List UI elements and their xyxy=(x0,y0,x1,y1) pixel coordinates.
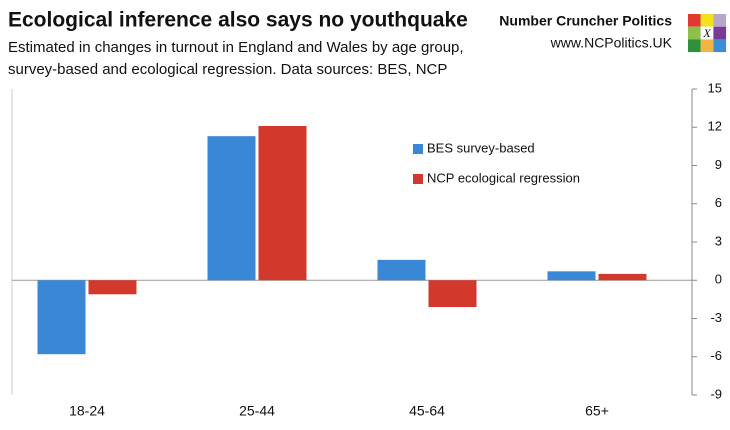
bar xyxy=(88,280,137,295)
x-tick-label: 25-44 xyxy=(239,403,275,419)
legend-label: NCP ecological regression xyxy=(427,170,580,185)
x-tick-label: 45-64 xyxy=(409,403,445,419)
legend-swatch xyxy=(413,174,423,184)
logo: X xyxy=(688,14,727,53)
legend-label: BES survey-based xyxy=(427,140,535,155)
subtitle: survey-based and ecological regression. … xyxy=(8,61,447,78)
y-tick-label: 9 xyxy=(715,157,722,172)
bar xyxy=(428,280,477,308)
bar xyxy=(37,280,86,355)
legend-swatch xyxy=(413,144,423,154)
subtitle: Estimated in changes in turnout in Engla… xyxy=(8,39,464,56)
logo-text: X xyxy=(702,26,711,40)
x-tick-label: 18-24 xyxy=(69,403,105,419)
chart-title: Ecological inference also says no youthq… xyxy=(8,9,468,32)
y-tick-label: 0 xyxy=(715,272,722,287)
y-tick-label: -9 xyxy=(710,386,722,401)
bar xyxy=(258,125,307,281)
y-tick-label: 6 xyxy=(715,195,722,210)
brand: Number Cruncher Politics xyxy=(499,13,672,29)
bar xyxy=(598,273,647,281)
bar xyxy=(377,259,426,281)
y-tick-label: -3 xyxy=(710,310,722,325)
x-tick-label: 65+ xyxy=(585,403,609,419)
bar xyxy=(207,136,256,281)
y-tick-label: -6 xyxy=(710,348,722,363)
y-tick-label: 15 xyxy=(708,80,722,95)
y-tick-label: 3 xyxy=(715,233,722,248)
y-tick-label: 12 xyxy=(708,119,722,134)
brand-url: www.NCPolitics.UK xyxy=(550,35,673,51)
bar xyxy=(547,271,596,281)
